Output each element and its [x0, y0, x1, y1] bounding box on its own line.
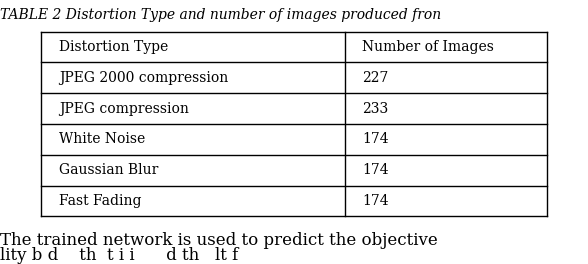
Text: lity b d    th  t i i      d th   lt f: lity b d th t i i d th lt f — [0, 247, 238, 264]
Text: 174: 174 — [362, 163, 389, 177]
Text: 174: 174 — [362, 133, 389, 147]
Text: Distortion Type: Distortion Type — [59, 40, 168, 54]
Text: 227: 227 — [362, 71, 389, 85]
Text: JPEG compression: JPEG compression — [59, 102, 189, 116]
Text: The trained network is used to predict the objective: The trained network is used to predict t… — [0, 232, 437, 249]
Text: Fast Fading: Fast Fading — [59, 194, 141, 208]
Text: 174: 174 — [362, 194, 389, 208]
Text: TABLE 2 Distortion Type and number of images produced fron: TABLE 2 Distortion Type and number of im… — [0, 8, 441, 22]
Text: Gaussian Blur: Gaussian Blur — [59, 163, 158, 177]
Text: White Noise: White Noise — [59, 133, 145, 147]
Text: 233: 233 — [362, 102, 389, 116]
Text: JPEG 2000 compression: JPEG 2000 compression — [59, 71, 228, 85]
Text: Number of Images: Number of Images — [362, 40, 494, 54]
